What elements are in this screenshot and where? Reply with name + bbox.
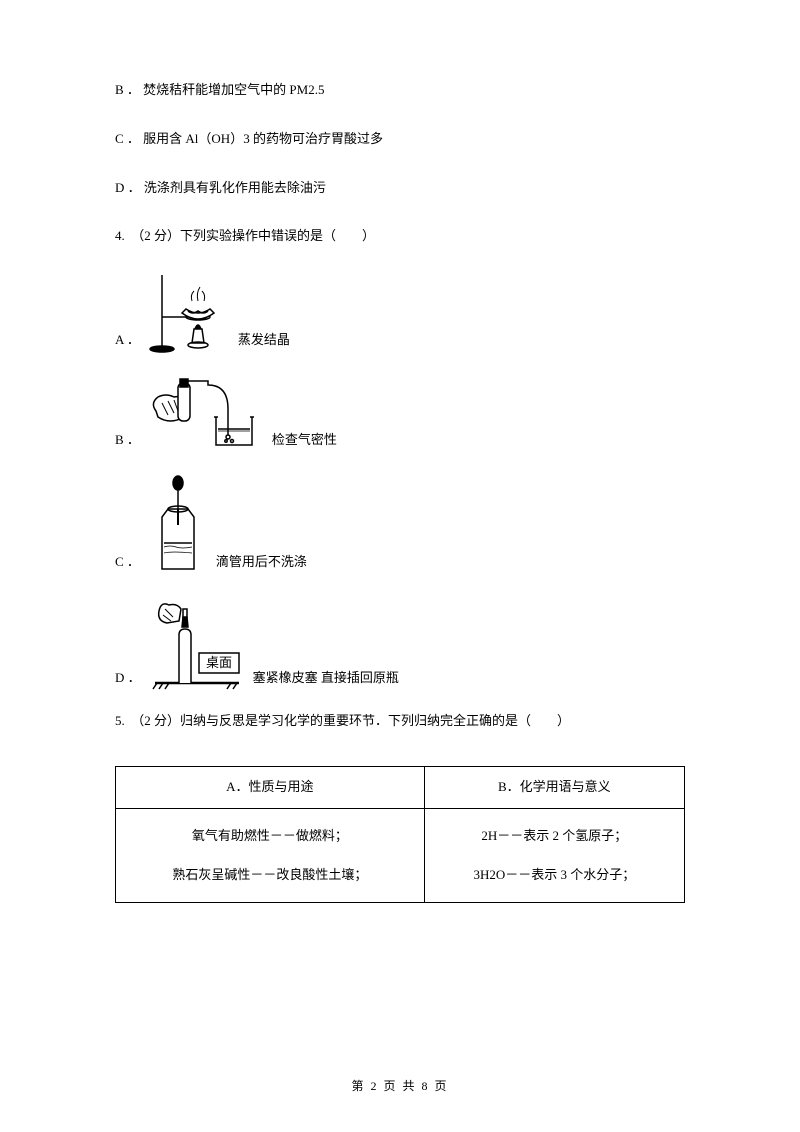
cell-line: 2H－－表示 2 个氢原子；	[433, 826, 676, 847]
option-letter: B ．	[115, 430, 140, 453]
cell-line: 氧气有助燃性－－做燃料；	[124, 826, 416, 847]
q5-cell-b: 2H－－表示 2 个氢原子； 3H2O－－表示 3 个水分子；	[424, 808, 684, 903]
q3-option-b: B ． 焚烧秸秆能增加空气中的 PM2.5	[115, 80, 685, 101]
q5-head-b: B．化学用语与意义	[424, 766, 684, 808]
q5-head-a: A．性质与用途	[116, 766, 425, 808]
q5-table: A．性质与用途 B．化学用语与意义 氧气有助燃性－－做燃料； 熟石灰呈碱性－－改…	[115, 766, 685, 903]
q3-option-d: D ． 洗涤剂具有乳化作用能去除油污	[115, 178, 685, 199]
desk-label: 桌面	[206, 655, 232, 670]
q4-option-c: C ． 滴管用后不洗涤	[115, 473, 685, 575]
dropper-bottle-diagram-icon	[148, 473, 208, 575]
option-label: 检查气密性	[272, 430, 337, 453]
cell-line: 3H2O－－表示 3 个水分子；	[433, 865, 676, 886]
q4-option-a: A ．	[115, 265, 685, 353]
q5-prompt: 5. （2 分）归纳与反思是学习化学的重要环节．下列归纳完全正确的是（ ）	[115, 711, 685, 732]
option-label: 滴管用后不洗涤	[216, 552, 307, 575]
q5-cell-a: 氧气有助燃性－－做燃料； 熟石灰呈碱性－－改良酸性土壤；	[116, 808, 425, 903]
page-content: B ． 焚烧秸秆能增加空气中的 PM2.5 C ． 服用含 Al（OH）3 的药…	[115, 80, 685, 903]
option-label: 蒸发结晶	[238, 330, 290, 353]
option-letter: D ．	[115, 668, 141, 691]
q4-prompt: 4. （2 分）下列实验操作中错误的是（ ）	[115, 226, 685, 247]
airtightness-diagram-icon	[148, 373, 264, 453]
q4-option-d: D ．	[115, 595, 685, 691]
option-letter: A ．	[115, 330, 140, 353]
q4-option-b: B ．	[115, 373, 685, 453]
stopper-desk-diagram-icon: 桌面	[149, 595, 245, 691]
cell-line: 熟石灰呈碱性－－改良酸性土壤；	[124, 865, 416, 886]
option-letter: C ．	[115, 552, 140, 575]
q3-option-c: C ． 服用含 Al（OH）3 的药物可治疗胃酸过多	[115, 129, 685, 150]
option-label: 塞紧橡皮塞 直接插回原瓶	[253, 668, 399, 691]
page-footer: 第 2 页 共 8 页	[0, 1077, 800, 1094]
evaporation-diagram-icon	[148, 265, 230, 353]
